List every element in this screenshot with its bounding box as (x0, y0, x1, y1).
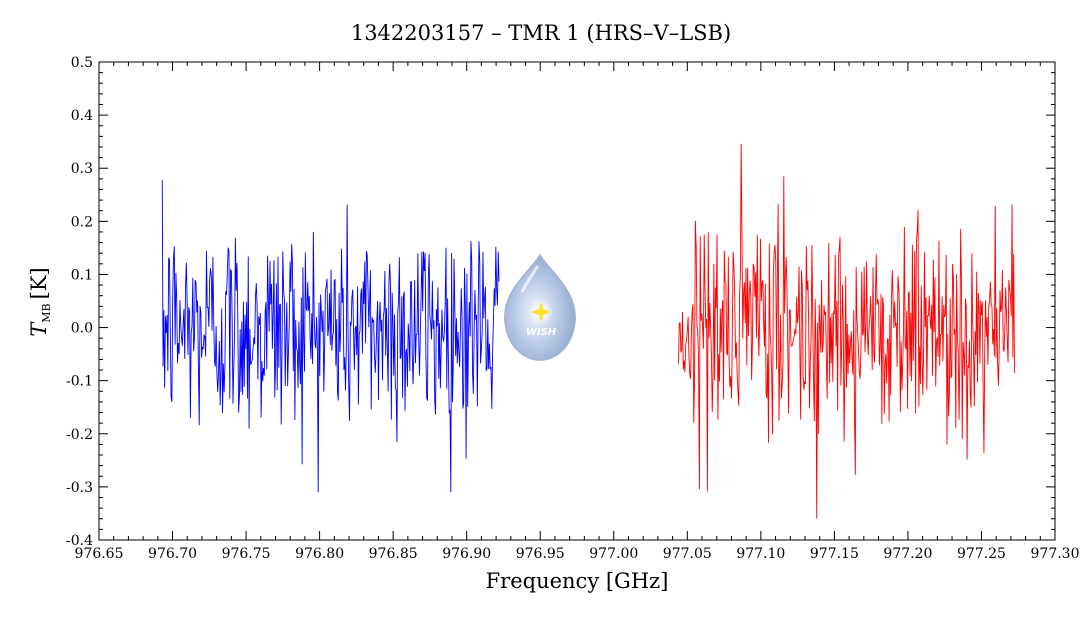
plot-frame (98, 61, 1056, 541)
x-tick-label: 977.10 (736, 546, 785, 562)
y-axis-label-sub: MB (40, 303, 53, 322)
y-tick-label: 0.0 (71, 321, 93, 337)
wish-logo: WISH (504, 253, 576, 361)
x-tick-label: 976.95 (516, 546, 565, 562)
y-tick-label: 0.5 (71, 55, 93, 71)
y-tick-label: -0.2 (66, 427, 93, 443)
y-tick-label: -0.3 (66, 480, 93, 496)
x-tick-label: 976.70 (148, 546, 197, 562)
y-tick-label: 0.3 (71, 161, 93, 177)
spectrum-line-blue (161, 180, 500, 493)
svg-text:TMB[K]: TMB [K] (27, 267, 53, 336)
x-axis-label: Frequency [GHz] (486, 569, 669, 593)
y-tick-label: 0.1 (71, 267, 93, 283)
x-tick-label: 976.75 (222, 546, 271, 562)
x-tick-label: 976.90 (442, 546, 491, 562)
x-tick-label: 977.05 (663, 546, 712, 562)
x-tick-label: 977.15 (810, 546, 859, 562)
x-tick-label: 977.00 (589, 546, 638, 562)
x-tick-label: 977.20 (883, 546, 932, 562)
y-axis-label-unit: [K] (27, 267, 51, 299)
spectrum-line-red (678, 143, 1016, 519)
x-tick-label: 977.25 (957, 546, 1006, 562)
series-group (161, 143, 1016, 519)
y-tick-label: -0.1 (66, 374, 93, 390)
y-axis-label-main: T (27, 321, 51, 337)
logo-text: WISH (526, 327, 557, 338)
x-tick-label: 976.65 (75, 546, 124, 562)
x-tick-label: 976.80 (295, 546, 344, 562)
star-icon (531, 301, 551, 323)
x-tick-label: 977.30 (1031, 546, 1080, 562)
y-tick-label: -0.4 (66, 533, 93, 549)
x-tick-label: 976.85 (369, 546, 418, 562)
y-tick-label: 0.2 (71, 214, 93, 230)
y-tick-label: 0.4 (71, 108, 93, 124)
axis-ticks (98, 61, 1056, 541)
chart-title: 1342203157 – TMR 1 (HRS–V–LSB) (351, 21, 731, 45)
y-axis-label: TMB [K] (27, 267, 53, 336)
tick-labels: 976.65 976.70 976.75 976.80 976.85 976.90 976.… (66, 55, 1080, 562)
